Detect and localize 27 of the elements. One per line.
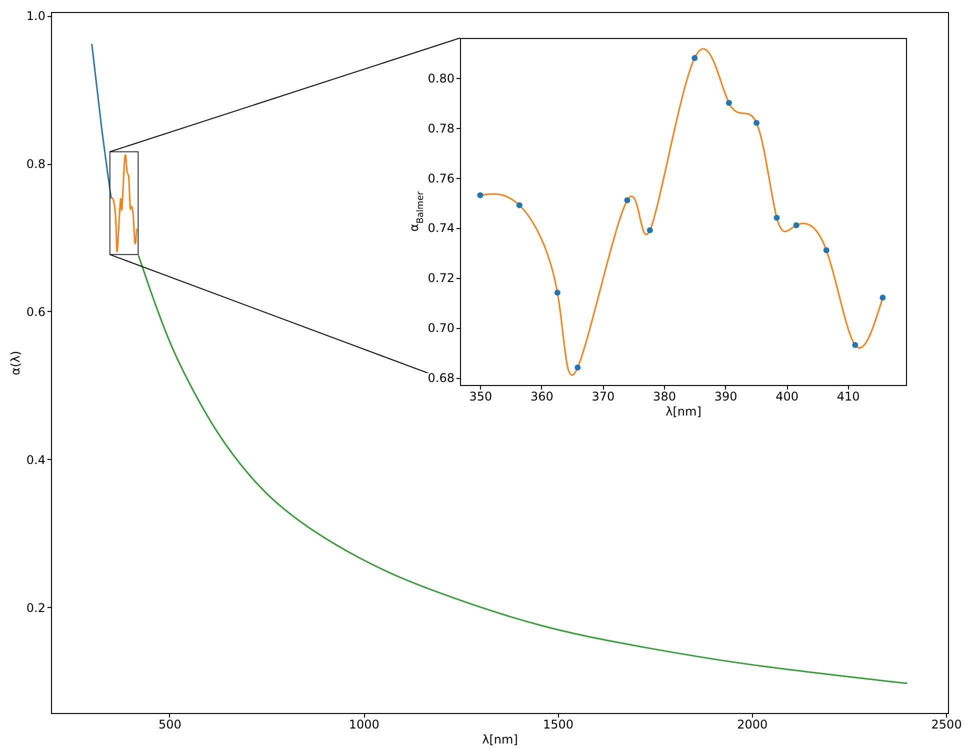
y-tick-label: 0.68 (428, 371, 454, 386)
x-tick-label: 370 (592, 390, 615, 404)
y-tick-label: 0.2 (26, 600, 46, 615)
y-tick-label: 0.80 (428, 71, 454, 86)
x-tick-label: 410 (836, 390, 860, 404)
x-tick-label: 380 (653, 390, 676, 404)
x-axis-title: λ[nm] (482, 732, 518, 746)
y-tick-label: 0.72 (428, 271, 454, 286)
x-tick-label: 400 (776, 390, 798, 404)
x-tick-label: 390 (714, 390, 738, 404)
y-tick-label: 0.70 (428, 321, 454, 336)
y-tick-label: 0.8 (26, 157, 46, 172)
x-tick-label: 500 (158, 718, 182, 732)
x-tick-label: 2000 (737, 718, 768, 732)
y-tick-label: 0.76 (428, 171, 454, 186)
x-tick-label: 2500 (931, 718, 962, 732)
y-tick-label: 1.0 (26, 9, 46, 24)
x-axis-title: λ[nm] (666, 404, 702, 418)
x-tick-label: 350 (469, 390, 492, 404)
y-axis-title: α(λ) (8, 350, 22, 376)
x-tick-label: 1500 (542, 718, 574, 732)
y-tick-label: 0.74 (428, 221, 454, 236)
y-tick-label: 0.6 (26, 304, 46, 319)
x-tick-label: 360 (530, 390, 554, 404)
x-tick-label: 1000 (348, 718, 380, 732)
y-tick-label: 0.78 (428, 121, 454, 136)
y-tick-label: 0.4 (26, 452, 46, 467)
